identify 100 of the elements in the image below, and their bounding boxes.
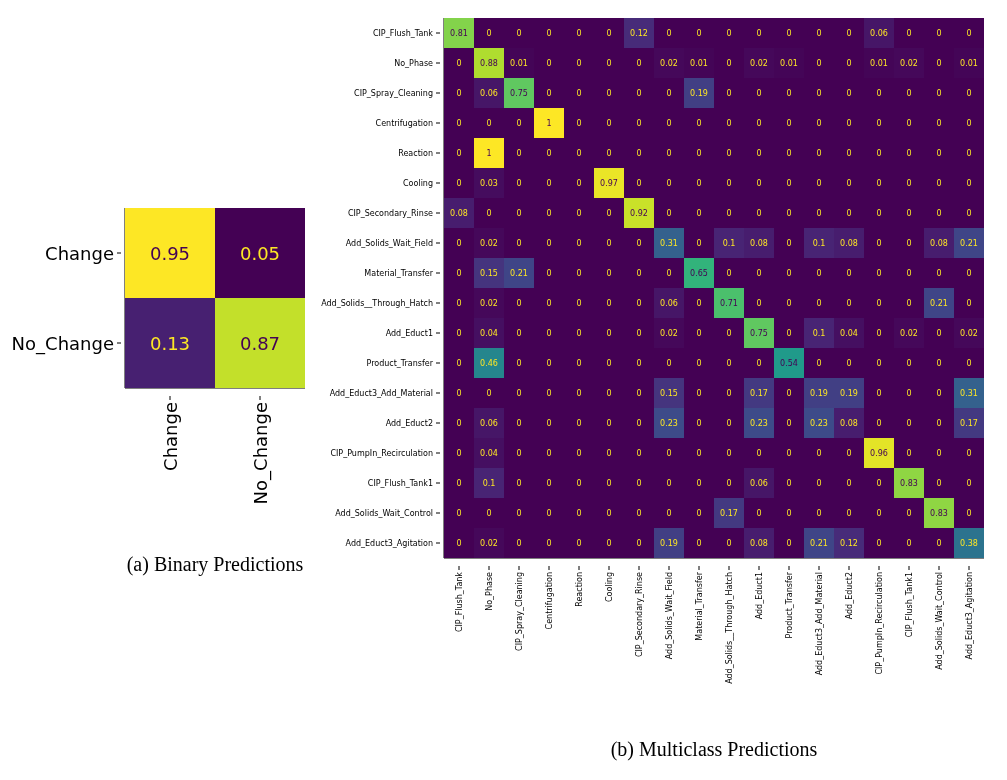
- data-label: 0.04: [480, 448, 498, 458]
- data-label: 0.01: [870, 58, 888, 68]
- data-label: 0: [876, 388, 882, 398]
- data-label: 0.75: [750, 328, 768, 338]
- data-label: 0: [876, 298, 882, 308]
- data-label: 0: [516, 208, 522, 218]
- data-label: 0: [456, 178, 462, 188]
- data-label: 0: [786, 148, 792, 158]
- data-label: 0: [816, 478, 822, 488]
- data-label: 0: [636, 88, 642, 98]
- data-label: 0: [756, 448, 762, 458]
- data-label: 0: [876, 268, 882, 278]
- data-label: 0: [666, 508, 672, 518]
- data-label: 0: [936, 358, 942, 368]
- data-label: 0.31: [660, 238, 678, 248]
- data-label: 0: [456, 58, 462, 68]
- data-label: 0: [636, 388, 642, 398]
- data-label: 0: [876, 328, 882, 338]
- data-label: 0: [726, 478, 732, 488]
- data-label: 0: [876, 358, 882, 368]
- data-label: 0: [816, 358, 822, 368]
- data-label: 0.21: [930, 298, 948, 308]
- data-label: 0.46: [480, 358, 498, 368]
- y-tick-label: Add_Educt2: [385, 418, 433, 428]
- data-label: 0: [546, 208, 552, 218]
- data-label: 0: [906, 88, 912, 98]
- data-label: 0.06: [480, 418, 498, 428]
- data-label: 0: [936, 478, 942, 488]
- data-label: 0: [906, 268, 912, 278]
- data-label: 0: [786, 28, 792, 38]
- data-label: 0: [726, 328, 732, 338]
- data-label: 0: [546, 238, 552, 248]
- data-label: 0: [546, 88, 552, 98]
- data-label: 0: [786, 418, 792, 428]
- data-label: 0: [756, 208, 762, 218]
- data-label: 0: [696, 478, 702, 488]
- data-label: 0.02: [660, 328, 678, 338]
- data-label: 0: [936, 88, 942, 98]
- x-tick-label: Add_Solids_Wait_Control: [934, 572, 944, 670]
- data-label: 0: [636, 58, 642, 68]
- data-label: 0: [576, 178, 582, 188]
- data-label: 0.92: [630, 208, 648, 218]
- x-tick-label: CIP_Flush_Tank1: [904, 572, 914, 638]
- data-label: 0: [906, 28, 912, 38]
- data-label: 0: [576, 508, 582, 518]
- text: (b) Multiclass Predictions: [609, 738, 819, 761]
- data-label: 0: [936, 178, 942, 188]
- data-label: 0: [936, 388, 942, 398]
- data-label: 0: [966, 448, 972, 458]
- data-label: 0.19: [840, 388, 858, 398]
- data-label: 0: [666, 268, 672, 278]
- data-label: 0: [606, 538, 612, 548]
- data-label: 0: [576, 388, 582, 398]
- data-label: 0: [606, 238, 612, 248]
- data-label: 0.04: [840, 328, 858, 338]
- data-label: 0: [816, 268, 822, 278]
- data-label: 0: [936, 208, 942, 218]
- x-tick-label: CIP_PumpIn_Recirculation: [874, 572, 884, 675]
- data-label: 0.01: [690, 58, 708, 68]
- data-label: 0: [726, 118, 732, 128]
- data-label: 0: [486, 388, 492, 398]
- data-label: 0: [846, 298, 852, 308]
- data-label: 0: [606, 88, 612, 98]
- data-label: 0: [696, 538, 702, 548]
- data-label: 0: [636, 148, 642, 158]
- data-label: 0: [456, 298, 462, 308]
- data-label: 0: [696, 508, 702, 518]
- data-label: 0: [876, 178, 882, 188]
- data-label: 0.08: [930, 238, 948, 248]
- data-label: 0: [546, 538, 552, 548]
- data-label: 0: [636, 268, 642, 278]
- data-label: 0: [516, 448, 522, 458]
- data-label: 0: [666, 178, 672, 188]
- y-tick-label: CIP_Secondary_Rinse: [347, 208, 434, 218]
- data-label: 0: [666, 478, 672, 488]
- data-label: 0.03: [480, 178, 498, 188]
- data-label: 0: [636, 328, 642, 338]
- data-label: 0: [516, 148, 522, 158]
- y-tick-label: Centrifugation: [375, 118, 433, 128]
- data-label: 0: [606, 118, 612, 128]
- data-label: 0: [456, 388, 462, 398]
- data-label: 0.88: [480, 58, 498, 68]
- x-tick-label: CIP_Secondary_Rinse: [634, 571, 644, 658]
- data-label: 0: [546, 58, 552, 68]
- data-label: 0: [606, 478, 612, 488]
- data-label: 0: [576, 88, 582, 98]
- data-label: 0: [486, 508, 492, 518]
- data-label: 0: [846, 208, 852, 218]
- data-label: 0: [786, 478, 792, 488]
- data-label: 0.08: [450, 208, 468, 218]
- data-label: 0: [456, 478, 462, 488]
- data-label: 0: [786, 508, 792, 518]
- data-label: 0: [576, 328, 582, 338]
- data-label: 0: [756, 298, 762, 308]
- data-label: 0.97: [600, 178, 618, 188]
- y-tick-label: Add_Educt3_Add_Material: [329, 388, 433, 398]
- x-tick-label: Add_Educt3_Add_Material: [814, 572, 824, 676]
- data-label: 0.38: [960, 538, 978, 548]
- data-label: 0: [966, 358, 972, 368]
- data-label: 0: [636, 118, 642, 128]
